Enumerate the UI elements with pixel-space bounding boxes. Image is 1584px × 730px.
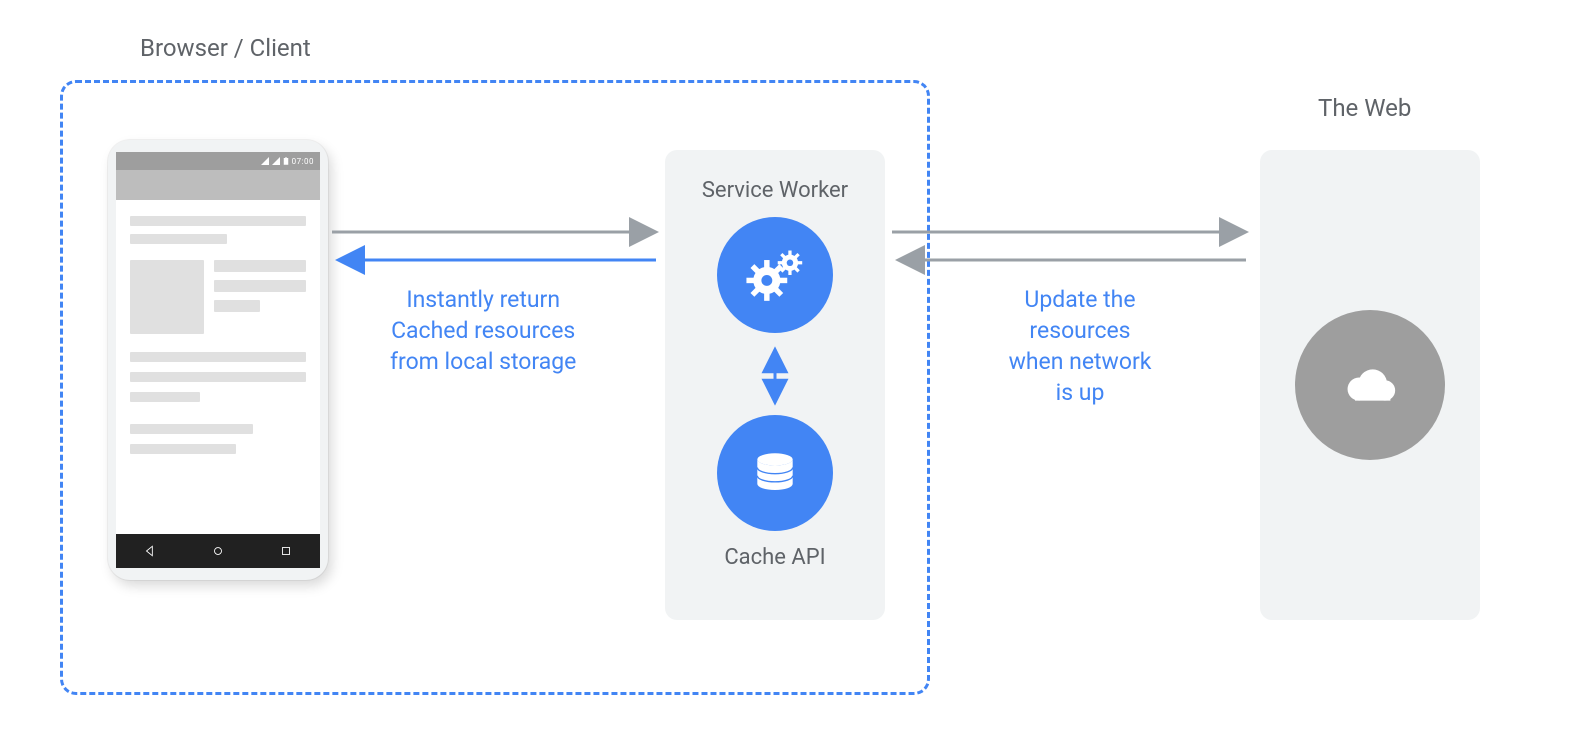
web-panel	[1260, 150, 1480, 620]
caption-instant-return: Instantly return Cached resources from l…	[390, 284, 576, 377]
cloud-icon	[1295, 310, 1445, 460]
home-icon	[211, 544, 225, 558]
sw-cache-arrow	[760, 343, 790, 409]
phone-app-bar	[116, 170, 320, 200]
battery-icon	[283, 157, 289, 165]
gears-icon	[717, 217, 833, 333]
wifi-icon	[272, 157, 280, 165]
phone-screen: 07:00	[116, 152, 320, 568]
cache-api-label: Cache API	[724, 545, 825, 570]
phone-content	[116, 200, 320, 470]
phone-nav-bar	[116, 534, 320, 568]
caption-line: resources	[1000, 315, 1160, 346]
the-web-title: The Web	[1318, 94, 1411, 122]
phone-status-bar: 07:00	[116, 152, 320, 170]
database-icon	[717, 415, 833, 531]
caption-line: Update the	[1000, 284, 1160, 315]
caption-line: is up	[1000, 377, 1160, 408]
signal-icon	[261, 157, 269, 165]
caption-line: when network	[1000, 346, 1160, 377]
phone-sw-arrows	[332, 218, 662, 278]
caption-line: Cached resources	[390, 315, 576, 346]
sw-web-arrows	[892, 218, 1252, 278]
service-worker-panel: Service Worker	[665, 150, 885, 620]
caption-line: from local storage	[390, 346, 576, 377]
back-icon	[143, 544, 157, 558]
browser-client-title: Browser / Client	[140, 34, 311, 62]
caption-update-resources: Update the resources when network is up	[1000, 284, 1160, 408]
caption-line: Instantly return	[390, 284, 576, 315]
phone-mockup: 07:00	[108, 140, 328, 580]
recent-icon	[279, 544, 293, 558]
statusbar-time: 07:00	[292, 157, 314, 166]
service-worker-label: Service Worker	[702, 178, 848, 203]
